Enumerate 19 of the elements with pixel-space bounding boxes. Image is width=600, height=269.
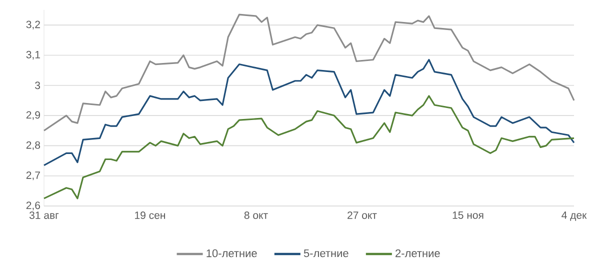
y-tick-label: 2,7 [26,172,40,180]
y-tick-label: 3,2 [26,20,40,30]
x-tick-label: 27 окт [348,212,377,219]
x-tick-label: 31 авг [29,212,59,219]
legend-label: 5-летние [304,249,348,258]
y-tick-label: 2,6 [26,202,40,210]
x-tick-label: 4 дек [562,212,587,221]
line-series [43,58,575,166]
x-tick-label: 15 ноя [452,212,484,219]
y-tick-label: 3 [35,82,40,90]
x-tick-label: 8 окт [244,212,268,219]
legend-label: 10-летние [206,249,257,258]
y-tick-label: 3,1 [26,50,40,60]
x-tick-label: 19 сен [135,212,166,219]
line-series [43,14,575,132]
line-series [43,95,575,200]
legend-label: 2-летние [396,249,440,258]
y-tick-label: 2,9 [26,111,40,120]
y-tick-label: 2,8 [26,141,40,150]
